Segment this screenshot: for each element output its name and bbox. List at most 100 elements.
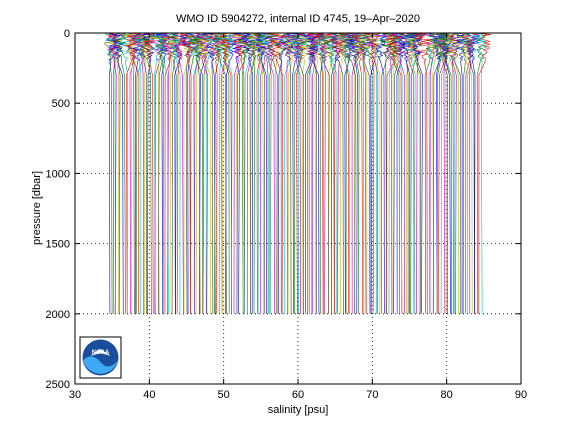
profile-line [219, 32, 232, 314]
profile-line [376, 32, 390, 314]
profile-line [457, 32, 473, 314]
profile-line [260, 32, 277, 314]
x-tick-labels: 30 40 50 60 70 80 90 [69, 389, 527, 401]
x-tick-label: 60 [292, 389, 304, 401]
profile-line [179, 32, 195, 314]
profile-line [268, 32, 286, 314]
profile-line [200, 32, 218, 314]
profile-line [318, 32, 330, 314]
profile-line [354, 32, 373, 314]
profile-line [231, 32, 249, 314]
profile-line [215, 32, 230, 314]
profile-line [362, 32, 382, 314]
profile-line [353, 32, 372, 314]
y-tick-label: 500 [52, 98, 70, 110]
x-tick-label: 70 [366, 389, 378, 401]
noaa-logo-text: NOAA [92, 350, 110, 356]
profile-line [368, 32, 382, 314]
profile-line [405, 32, 417, 314]
profile-line [473, 32, 488, 314]
chart-title: WMO ID 5904272, internal ID 4745, 19–Apr… [176, 13, 420, 25]
profile-line [307, 32, 323, 314]
profile-line [400, 32, 415, 314]
y-tick-label: 2500 [46, 379, 70, 391]
profile-line [355, 32, 371, 314]
profile-line [108, 32, 125, 314]
profile-line [150, 32, 166, 314]
profile-line [267, 32, 286, 314]
profile-line [317, 32, 332, 314]
axis-ticks [74, 32, 522, 385]
profile-line [126, 32, 142, 314]
y-tick-label: 0 [64, 28, 70, 40]
profile-line [171, 32, 186, 314]
profile-line [381, 32, 398, 314]
profile-line [360, 32, 379, 314]
x-axis-title: salinity [psu] [268, 404, 329, 416]
profile-line [391, 32, 406, 314]
x-tick-label: 90 [515, 389, 527, 401]
profile-line [450, 32, 464, 314]
profile-line [336, 32, 347, 314]
profile-line [131, 32, 149, 314]
profile-line [240, 32, 254, 314]
profile-line [254, 32, 270, 314]
profile-line [345, 32, 365, 314]
profile-line [443, 32, 461, 314]
profile-line [341, 32, 353, 314]
profile-line [429, 32, 446, 314]
profile-line [281, 32, 298, 314]
profile-line [461, 32, 477, 314]
profile-line [142, 32, 156, 314]
profile-line [106, 32, 123, 314]
noaa-logo-bird [90, 349, 111, 356]
profile-line [304, 32, 321, 314]
profile-line [146, 32, 167, 314]
profile-line [339, 32, 354, 314]
profile-line [330, 32, 348, 314]
x-tick-label: 30 [69, 389, 81, 401]
profile-line [219, 32, 237, 314]
noaa-logo: NOAA [79, 336, 122, 379]
y-axis-title: pressure [dbar] [31, 171, 43, 245]
profile-line [212, 32, 227, 314]
profile-line [403, 32, 419, 314]
profile-line [154, 32, 169, 314]
profile-line [443, 32, 459, 314]
profile-line [201, 32, 220, 314]
profile-line [142, 32, 160, 314]
y-tick-label: 2000 [46, 309, 70, 321]
profile-line [184, 32, 200, 314]
x-tick-label: 50 [218, 389, 230, 401]
profile-line [202, 32, 216, 314]
profile-line [274, 32, 291, 314]
profile-line [264, 32, 281, 314]
profile-line [236, 32, 253, 314]
profile-line [229, 32, 247, 314]
profile-line [210, 32, 226, 314]
profile-lines [104, 32, 492, 314]
profile-line [466, 32, 482, 314]
profile-line [286, 32, 300, 314]
x-tick-label: 80 [441, 389, 453, 401]
profile-line [114, 32, 128, 314]
y-tick-label: 1000 [46, 168, 70, 180]
profile-line [437, 32, 454, 314]
profile-line [350, 32, 365, 314]
profile-line [154, 32, 169, 314]
profile-line [291, 32, 306, 314]
profile-line [209, 32, 227, 314]
y-tick-label: 1500 [46, 239, 70, 251]
profile-line [118, 32, 134, 314]
profile-line [389, 32, 406, 314]
profile-line [197, 32, 213, 314]
grid-lines [75, 33, 521, 384]
profile-line [409, 32, 423, 314]
profile-line [430, 32, 448, 314]
noaa-logo-wave [83, 356, 118, 374]
profile-line [273, 32, 291, 314]
profile-line [231, 32, 249, 314]
profile-line [408, 32, 426, 314]
profile-line [302, 32, 316, 314]
y-tick-labels: 0 500 1000 1500 2000 2500 [46, 28, 70, 391]
